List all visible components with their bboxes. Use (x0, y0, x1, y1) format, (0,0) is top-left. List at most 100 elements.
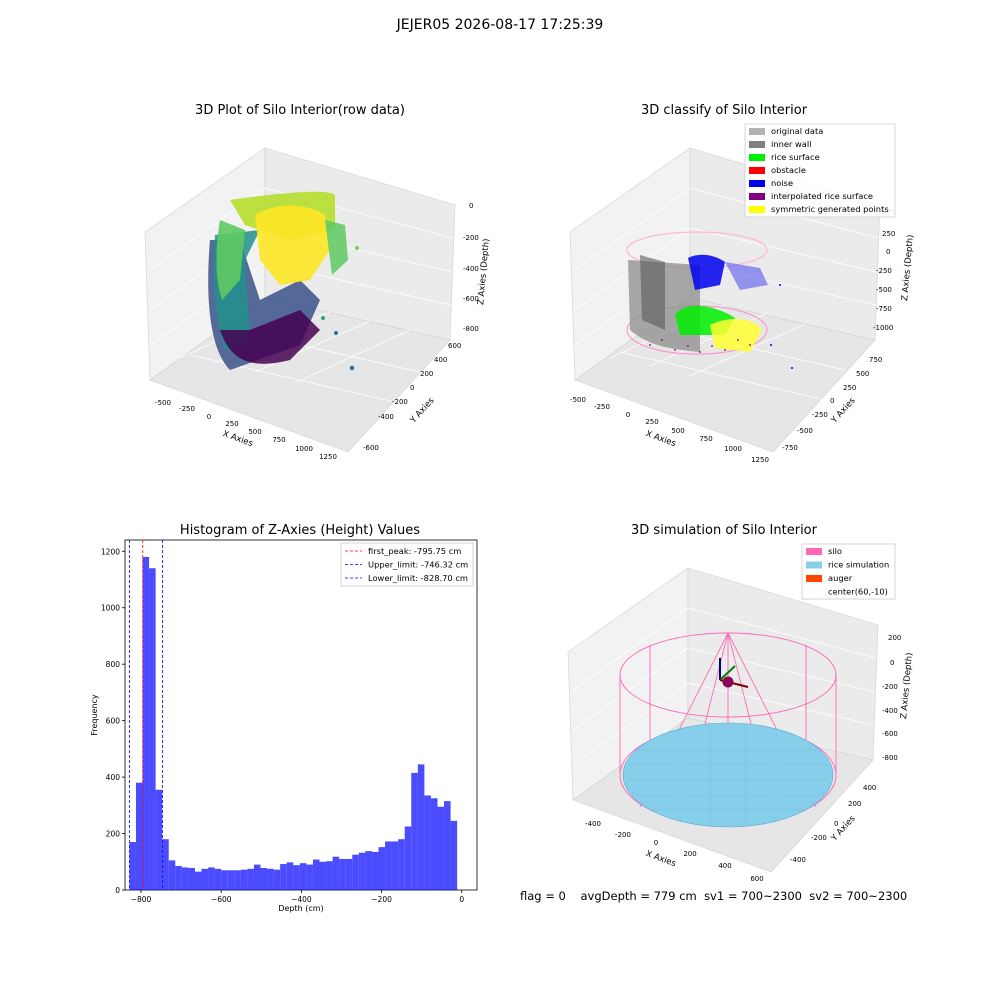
plot3-legend-entries: first_peak: -795.75 cm Upper_limit: -746.… (345, 546, 468, 583)
plot4-x-label: X Axies (644, 849, 677, 869)
histogram-bar (149, 568, 156, 890)
x-tick-label: −400 (291, 895, 312, 904)
legend-swatch (806, 575, 822, 582)
status-flag: flag = 0 (520, 889, 566, 903)
plot1-y-tick: 400 (434, 356, 447, 364)
plot2-title: 3D classify of Silo Interior (640, 103, 808, 118)
plot2-x-tick: 250 (645, 418, 658, 426)
legend-label: first_peak: -795.75 cm (368, 546, 461, 556)
plot1-y-tick: -400 (378, 413, 394, 421)
plot2-x-tick: 1250 (751, 456, 769, 464)
plot4-z-tick: 200 (888, 634, 901, 642)
histogram-bar (168, 860, 176, 890)
plot1-z-tick: -400 (463, 265, 479, 273)
histogram-bar (221, 870, 228, 890)
plot1-title: 3D Plot of Silo Interior(row data) (195, 103, 405, 118)
plot4-y-label: Y Axies (829, 813, 858, 844)
histogram-bar (260, 867, 268, 890)
plot2-x-tick: 0 (626, 411, 630, 419)
histogram-bar (162, 839, 169, 890)
histogram-bar (247, 868, 254, 890)
status-sv1: sv1 = 700~2300 (704, 889, 802, 903)
plot4-legend: silo rice simulation auger center(60,-10) (801, 543, 896, 600)
legend-swatch (806, 548, 822, 555)
plot2-3d-scatter: 500 250 0 -250 -500 -750 -1000 Z Axies (… (569, 123, 916, 464)
plot1-y-tick: -200 (392, 398, 408, 406)
plot3-legend: first_peak: -795.75 cm Upper_limit: -746.… (340, 542, 474, 587)
plot1-3d-scatter: 0 -200 -400 -600 -800 Z Axies (Depth) -5… (144, 147, 492, 461)
plot2-y-tick: 0 (830, 397, 834, 405)
histogram-bar (135, 782, 143, 890)
plot3-histogram: −800 −600 −400 −200 0 020040060080010001200 … (90, 539, 478, 913)
plot1-z-tick: -600 (463, 295, 479, 303)
plot3-y-label: Frequency (90, 694, 99, 736)
plot4-x-tick: 600 (750, 875, 763, 883)
plot2-y-ticks: -750 -500 -250 0 250 500 750 (782, 356, 882, 452)
histogram-bar (201, 868, 209, 890)
histogram-bar (234, 870, 241, 890)
y-tick-label: 1000 (101, 604, 120, 613)
plot1-x-tick: 1000 (295, 445, 313, 453)
plot4-title: 3D simulation of Silo Interior (631, 523, 817, 538)
legend-label: interpolated rice surface (771, 191, 873, 201)
legend-label: center(60,-10) (828, 587, 888, 597)
histogram-bar (155, 789, 163, 890)
plot1-x-tick: 0 (207, 413, 211, 421)
plot2-y-tick: 750 (869, 356, 882, 364)
histogram-bar (345, 858, 353, 890)
legend-label: noise (771, 178, 793, 188)
plot4-auger (719, 658, 749, 688)
plot2-legend-entries: original data inner wall rice surface obsta… (749, 126, 889, 214)
histogram-bar (280, 864, 287, 890)
plot2-y-tick: -500 (797, 427, 813, 435)
plot2-x-ticks: -500 -250 0 250 500 750 1000 1250 (570, 396, 769, 464)
plot1-x-tick: 250 (225, 420, 238, 428)
histogram-bar (312, 859, 320, 890)
plot1-z-tick: 0 (469, 202, 473, 210)
histogram-bar (188, 867, 195, 890)
legend-swatch (806, 561, 822, 569)
histogram-bar (444, 801, 451, 890)
plot4-z-tick: -800 (882, 754, 898, 762)
y-tick-label: 600 (106, 717, 121, 726)
histogram-bar (227, 870, 235, 890)
legend-label: silo (828, 546, 842, 556)
figure-title: JEJER05 2026-08-17 17:25:39 (396, 17, 604, 33)
y-tick-label: 400 (106, 773, 121, 782)
plot4-x-tick: 0 (654, 839, 658, 847)
histogram-bar (306, 864, 313, 890)
x-tick-label: −600 (211, 895, 232, 904)
histogram-bar (175, 866, 182, 890)
status-line: flag = 0 avgDepth = 779 cm sv1 = 700~230… (520, 889, 907, 903)
histogram-bar (214, 868, 222, 890)
histogram-bar (365, 851, 372, 890)
plot4-x-tick: 200 (683, 850, 696, 858)
histogram-bar (378, 847, 386, 890)
legend-swatch (749, 141, 765, 148)
plot1-y-tick: 200 (420, 370, 433, 378)
histogram-bar (450, 820, 458, 890)
plot2-z-tick: -1000 (873, 324, 893, 332)
histogram-bar (437, 806, 445, 890)
histogram-bar (142, 556, 150, 890)
plot2-y-tick: 500 (856, 370, 869, 378)
histogram-bar (267, 868, 274, 890)
plot2-z-tick: 0 (886, 248, 890, 256)
legend-label: rice simulation (828, 560, 889, 570)
plot4-y-tick: -400 (790, 856, 806, 864)
plot4-z-ticks: 200 0 -200 -400 -600 -800 (882, 634, 901, 762)
legend-label: original data (771, 126, 823, 136)
plot4-z-label: Z Axies (Depth) (899, 652, 915, 719)
plot4-y-tick: 400 (863, 784, 876, 792)
plot4-rice-mesh (626, 724, 830, 826)
histogram-bar (424, 795, 431, 890)
y-tick-label: 200 (106, 830, 121, 839)
plot4-legend-entries: silo rice simulation auger center(60,-10) (806, 546, 889, 597)
plot4-z-tick: -600 (882, 730, 898, 738)
plot2-z-tick: -500 (876, 286, 892, 294)
plot2-x-tick: -500 (570, 396, 586, 404)
legend-label: rice surface (771, 152, 820, 162)
plot4-y-tick: -200 (811, 834, 827, 842)
histogram-bar (404, 826, 412, 890)
histogram-bar (358, 852, 366, 890)
